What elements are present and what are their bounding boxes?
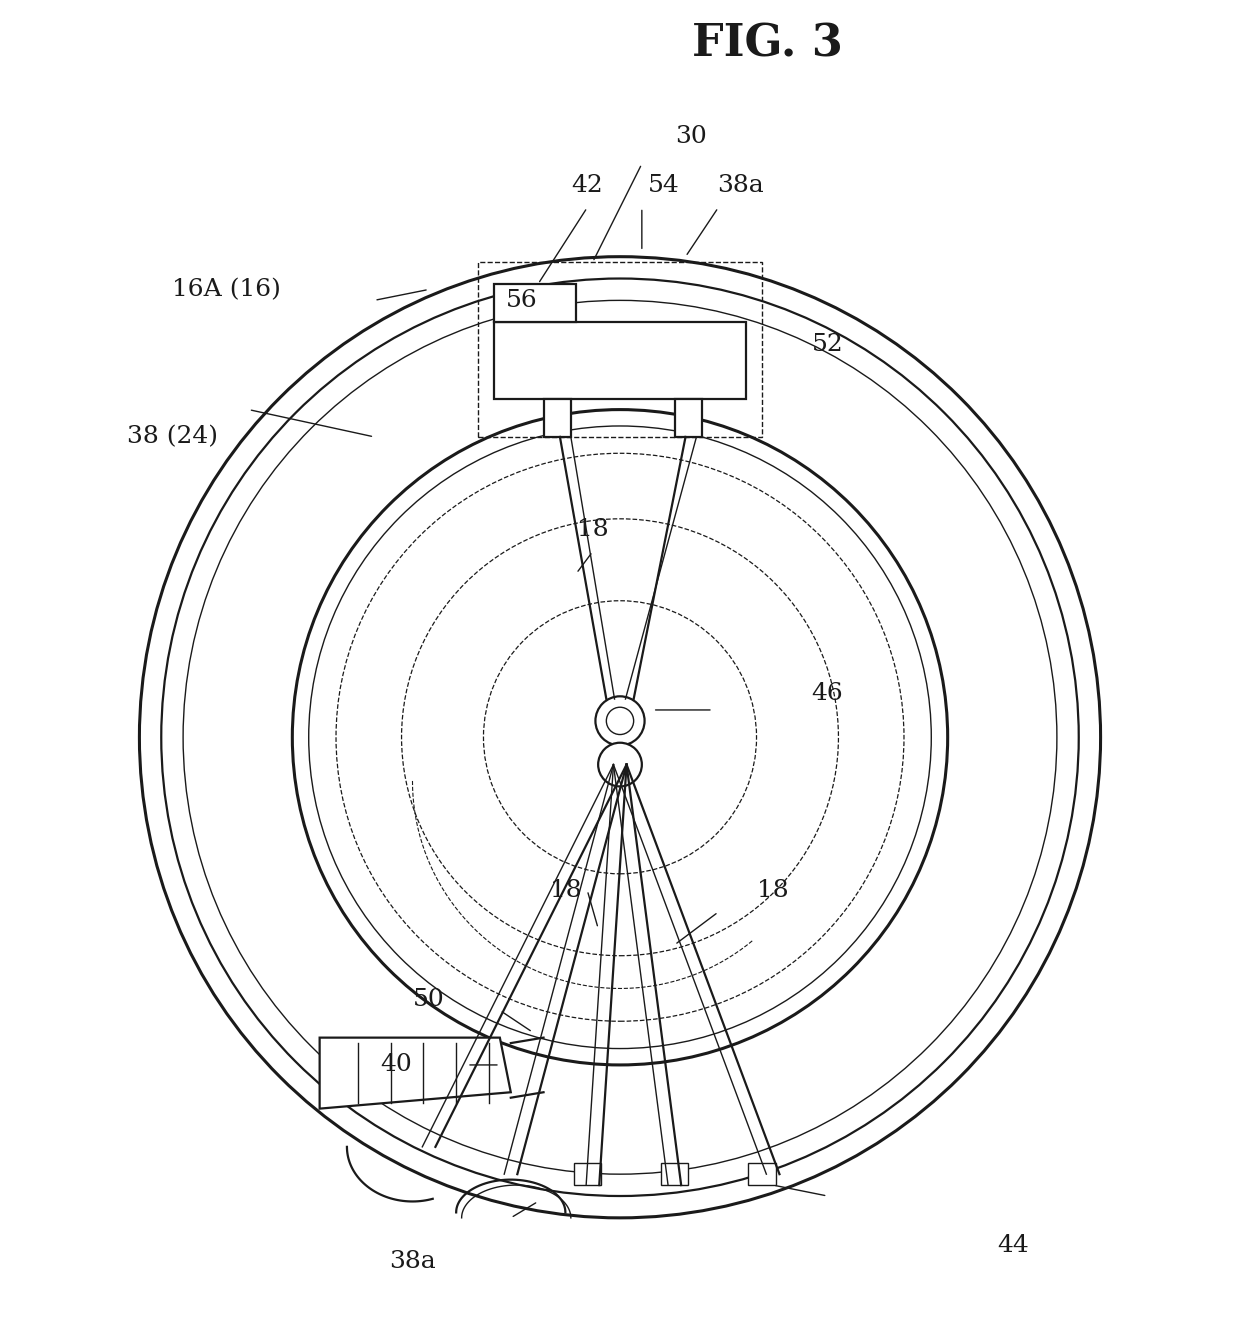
Bar <box>748 1163 776 1185</box>
Bar <box>675 399 702 438</box>
Text: 52: 52 <box>812 333 843 356</box>
Circle shape <box>595 696 645 745</box>
Text: 40: 40 <box>381 1053 412 1077</box>
Bar <box>661 1163 688 1185</box>
Text: 46: 46 <box>812 682 843 705</box>
Text: FIG. 3: FIG. 3 <box>692 23 843 66</box>
Bar <box>495 322 745 399</box>
Text: 18: 18 <box>758 879 789 902</box>
Text: 50: 50 <box>413 987 445 1012</box>
Text: 38 (24): 38 (24) <box>126 425 218 448</box>
Text: 44: 44 <box>997 1234 1029 1256</box>
Text: 30: 30 <box>675 124 707 149</box>
Text: 42: 42 <box>572 174 603 197</box>
Text: 38a: 38a <box>717 174 764 197</box>
Text: 54: 54 <box>647 174 680 197</box>
Bar <box>543 399 570 438</box>
Text: 18: 18 <box>577 518 609 542</box>
Bar <box>574 1163 601 1185</box>
Text: 16A (16): 16A (16) <box>172 278 281 301</box>
Polygon shape <box>320 1038 511 1109</box>
Bar <box>495 284 577 322</box>
Text: 18: 18 <box>549 879 582 902</box>
Text: 56: 56 <box>506 289 538 312</box>
Text: 38a: 38a <box>389 1250 435 1272</box>
Bar <box>477 262 763 438</box>
Circle shape <box>598 743 642 787</box>
